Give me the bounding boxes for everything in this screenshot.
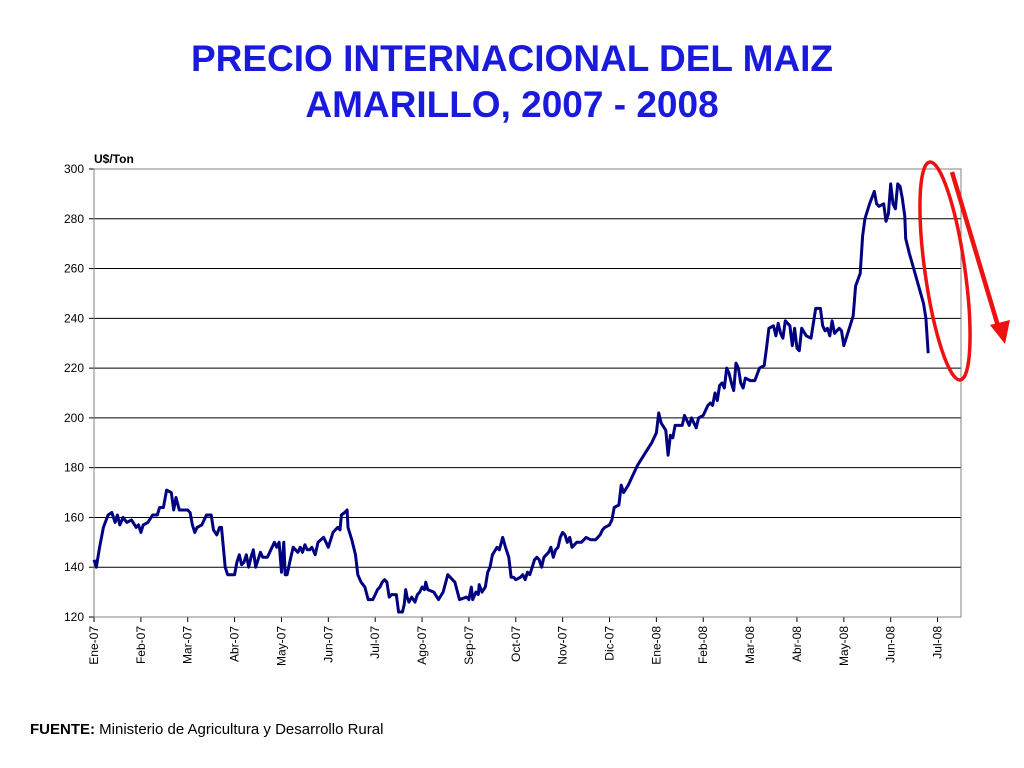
- y-tick-label: 200: [64, 411, 84, 425]
- source-note: FUENTE: Ministerio de Agricultura y Desa…: [30, 721, 383, 738]
- y-tick-label: 220: [64, 361, 84, 375]
- x-tick-label: Ago-07: [415, 626, 429, 665]
- series-line: [92, 182, 930, 614]
- title-line-2: AMARILLO, 2007 - 2008: [305, 84, 719, 125]
- chart-title: PRECIO INTERNACIONAL DEL MAIZ AMARILLO, …: [0, 36, 1024, 128]
- x-tick-label: Mar-07: [181, 626, 195, 664]
- x-axis-ticks: Ene-07 Feb-07 Mar-07 Abr-07 May-07 Jun-07 Jul-…: [87, 617, 945, 666]
- x-tick-label: Dic-07: [603, 626, 617, 661]
- x-tick-label: Feb-08: [696, 626, 710, 664]
- source-label: FUENTE:: [30, 721, 95, 738]
- y-tick-label: 260: [64, 262, 84, 276]
- x-tick-label: Feb-07: [134, 626, 148, 664]
- y-tick-label: 280: [64, 212, 84, 226]
- source-text: Ministerio de Agricultura y Desarrollo R…: [95, 721, 384, 738]
- y-tick-label: 160: [64, 510, 84, 524]
- x-tick-label: Mar-08: [743, 626, 757, 664]
- y-tick-label: 240: [64, 311, 84, 325]
- y-tick-label: 140: [64, 560, 84, 574]
- x-tick-label: Jun-07: [321, 626, 335, 663]
- highlight-ellipse: [918, 160, 972, 382]
- y-axis-label: U$/Ton: [94, 152, 134, 166]
- title-line-1: PRECIO INTERNACIONAL DEL MAIZ: [190, 38, 834, 79]
- x-tick-label: Oct-07: [509, 626, 523, 662]
- y-tick-label: 180: [64, 461, 84, 475]
- arrowhead-icon: [990, 320, 1010, 344]
- y-axis-ticks: 120 140 160 180 200 220 240 260 280 300: [64, 162, 94, 624]
- x-tick-label: Ene-07: [87, 626, 101, 665]
- x-tick-label: Abr-07: [228, 626, 242, 662]
- x-tick-label: Ene-08: [649, 626, 663, 665]
- x-tick-label: May-07: [274, 626, 288, 666]
- x-tick-label: Abr-08: [790, 626, 804, 662]
- y-tick-label: 120: [64, 610, 84, 624]
- y-tick-label: 300: [64, 162, 84, 176]
- x-tick-label: Nov-07: [556, 626, 570, 665]
- plot-frame: [93, 168, 962, 618]
- x-tick-label: May-08: [837, 626, 851, 666]
- downward-trend-arrow: [949, 171, 1001, 327]
- x-tick-label: Jul-07: [368, 626, 382, 659]
- grid-lines: [94, 168, 961, 568]
- x-tick-label: Jun-08: [884, 626, 898, 663]
- x-tick-label: Jul-08: [931, 626, 945, 659]
- x-tick-label: Sep-07: [462, 626, 476, 665]
